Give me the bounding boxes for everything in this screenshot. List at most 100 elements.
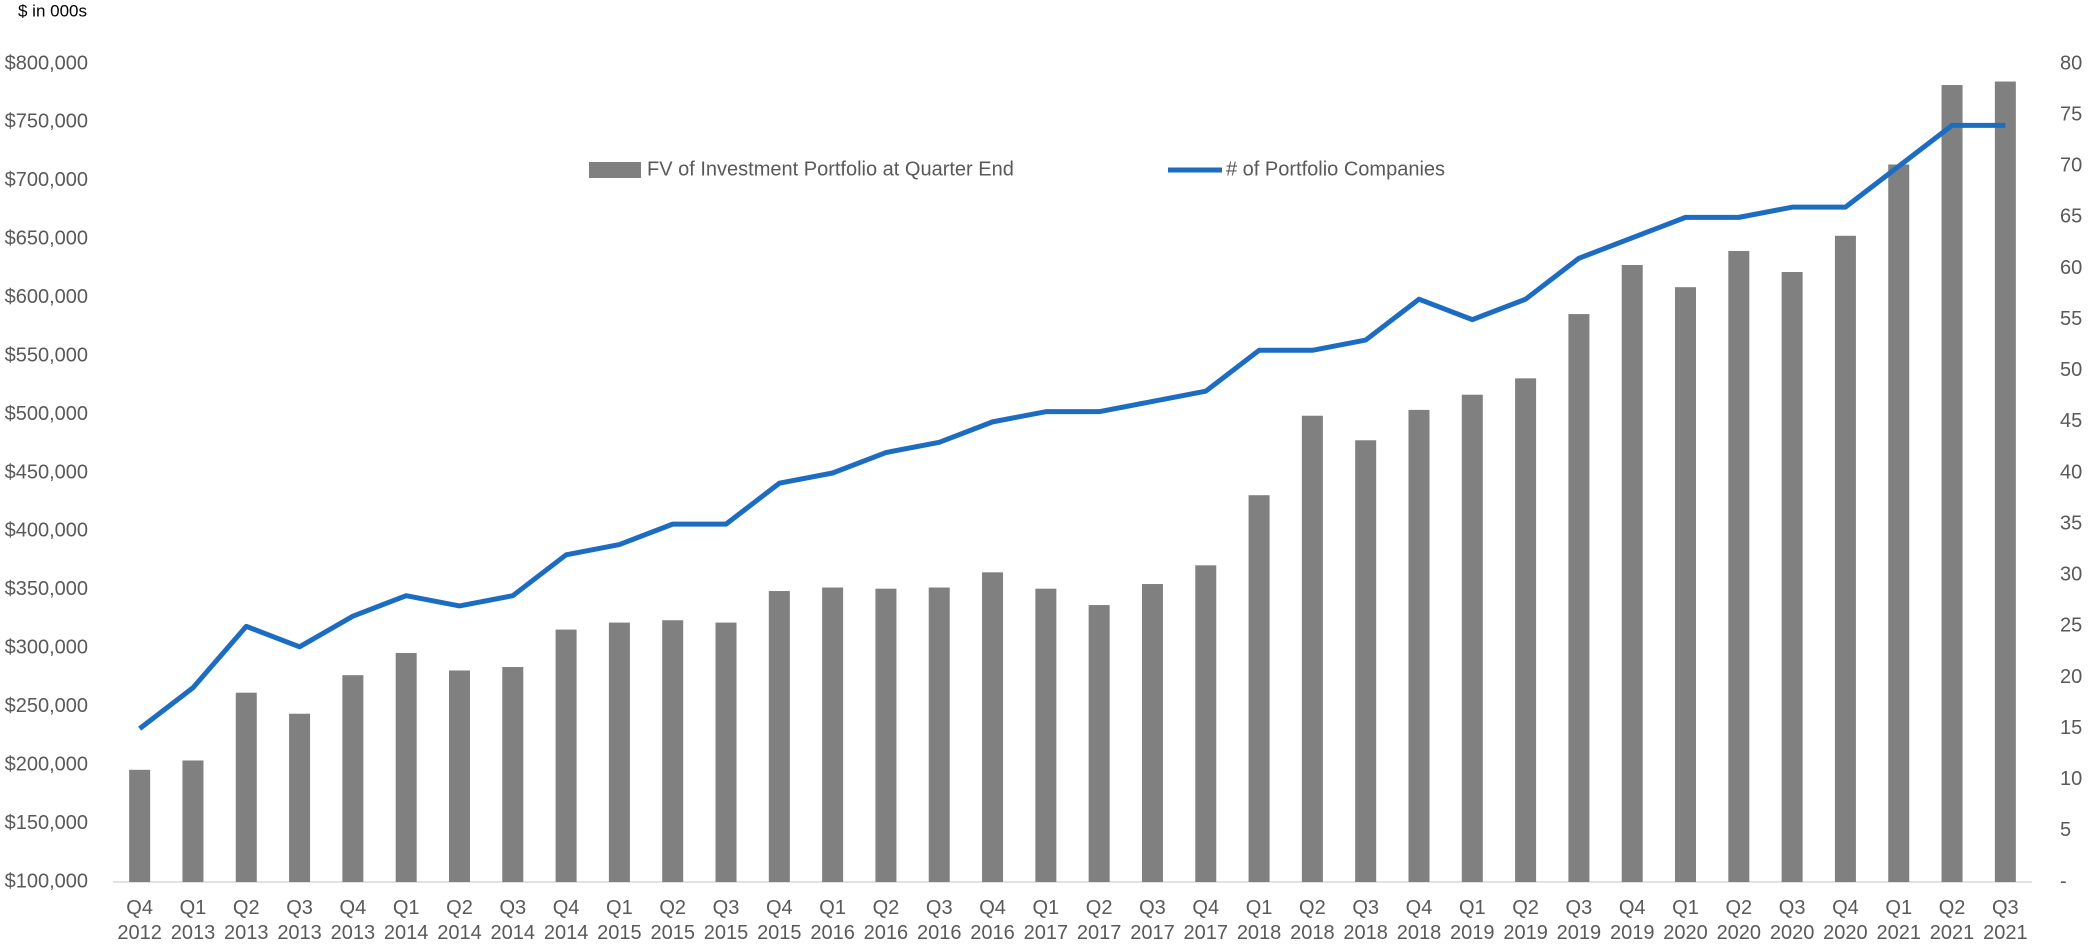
bar bbox=[182, 760, 204, 882]
bar bbox=[1035, 588, 1057, 882]
x-tick-label-line: Q2 bbox=[1939, 897, 1966, 919]
y2-tick-label: 60 bbox=[2060, 257, 2082, 279]
x-tick-label-line: 2017 bbox=[1077, 922, 1122, 944]
x-tick-label-line: Q4 bbox=[553, 897, 580, 919]
x-tick-label-line: Q1 bbox=[1246, 897, 1273, 919]
x-tick-label-line: Q4 bbox=[1832, 897, 1859, 919]
x-tick-label-line: Q3 bbox=[286, 897, 313, 919]
x-tick-label-line: 2014 bbox=[384, 922, 429, 944]
x-tick-label-line: Q2 bbox=[1299, 897, 1326, 919]
x-tick-label-line: 2019 bbox=[1610, 922, 1655, 944]
y2-tick-label: 25 bbox=[2060, 615, 2082, 637]
bar bbox=[1888, 164, 1910, 883]
legend-label: FV of Investment Portfolio at Quarter En… bbox=[647, 158, 1014, 180]
y-tick-label: $300,000 bbox=[5, 637, 88, 659]
bar bbox=[1994, 81, 2016, 883]
bar bbox=[1621, 264, 1643, 883]
bar bbox=[822, 587, 844, 882]
y-tick-label: $650,000 bbox=[5, 228, 88, 250]
bar bbox=[1355, 440, 1377, 882]
bar bbox=[1461, 394, 1483, 882]
bar bbox=[1195, 565, 1217, 882]
x-tick-label: Q2 2015 bbox=[650, 897, 695, 944]
x-tick-label-line: Q2 bbox=[873, 897, 900, 919]
bar bbox=[555, 629, 577, 882]
y-tick-label: $150,000 bbox=[5, 812, 88, 834]
x-tick-label-line: Q3 bbox=[1566, 897, 1593, 919]
bar bbox=[1781, 272, 1803, 882]
x-tick-label: Q4 2013 bbox=[331, 897, 376, 944]
y2-tick-label: 30 bbox=[2060, 564, 2082, 586]
x-tick-label-line: Q1 bbox=[180, 897, 207, 919]
x-tick-label-line: Q2 bbox=[659, 897, 686, 919]
y-tick-label: $800,000 bbox=[5, 52, 88, 74]
bar bbox=[1568, 314, 1590, 882]
x-tick-label: Q1 2016 bbox=[810, 897, 855, 944]
y-tick-label: $550,000 bbox=[5, 344, 88, 366]
bar bbox=[608, 622, 630, 882]
y-tick-label: $450,000 bbox=[5, 461, 88, 483]
x-tick-label: Q2 2017 bbox=[1077, 897, 1122, 944]
x-tick-label-line: 2018 bbox=[1397, 922, 1442, 944]
x-tick-label: Q4 2014 bbox=[544, 897, 589, 944]
x-tick-label: Q4 2015 bbox=[757, 897, 802, 944]
x-tick-label: Q2 2019 bbox=[1503, 897, 1548, 944]
y2-tick-label: 50 bbox=[2060, 359, 2082, 381]
x-tick-label-line: Q1 bbox=[606, 897, 633, 919]
y-tick-label: $500,000 bbox=[5, 403, 88, 425]
bar bbox=[662, 620, 684, 882]
legend-swatch bbox=[589, 162, 641, 178]
x-tick-label: Q2 2020 bbox=[1717, 897, 1762, 944]
bar bbox=[1141, 584, 1163, 882]
bar bbox=[768, 591, 790, 882]
y-tick-label: $100,000 bbox=[5, 870, 88, 892]
bar bbox=[1728, 250, 1750, 882]
x-tick-label-line: Q1 bbox=[1033, 897, 1060, 919]
x-tick-label-line: 2021 bbox=[1930, 922, 1975, 944]
y2-tick-label: 10 bbox=[2060, 768, 2082, 790]
x-tick-label-line: Q4 bbox=[340, 897, 367, 919]
bar bbox=[1088, 605, 1110, 882]
x-tick-label-line: Q3 bbox=[1352, 897, 1379, 919]
x-tick-label-line: 2014 bbox=[544, 922, 589, 944]
x-tick-label: Q1 2017 bbox=[1024, 897, 1069, 944]
x-tick-label-line: Q4 bbox=[1619, 897, 1646, 919]
x-tick-label: Q3 2013 bbox=[277, 897, 322, 944]
bar bbox=[1941, 85, 1963, 882]
line bbox=[138, 122, 2006, 731]
x-tick-label: Q1 2015 bbox=[597, 897, 642, 944]
x-tick-label: Q1 2018 bbox=[1237, 897, 1282, 944]
x-tick-label-line: Q2 bbox=[1512, 897, 1539, 919]
unit-label: $ in 000s bbox=[18, 1, 87, 20]
x-tick-label-line: Q4 bbox=[1406, 897, 1433, 919]
x-tick-label-line: 2014 bbox=[437, 922, 482, 944]
x-tick-label-line: Q1 bbox=[1459, 897, 1486, 919]
y2-tick-label: 55 bbox=[2060, 308, 2082, 330]
x-tick-label-line: Q1 bbox=[1885, 897, 1912, 919]
x-tick-label-line: 2019 bbox=[1557, 922, 1602, 944]
x-tick-label-line: Q4 bbox=[766, 897, 793, 919]
x-tick-label-line: Q3 bbox=[1139, 897, 1166, 919]
x-tick-label: Q1 2021 bbox=[1876, 897, 1921, 944]
bar bbox=[448, 670, 470, 882]
x-tick-label-line: 2017 bbox=[1130, 922, 1175, 944]
y2-tick-label: 75 bbox=[2060, 103, 2082, 125]
x-tick-label: Q1 2013 bbox=[171, 897, 216, 944]
x-tick-label-line: 2016 bbox=[970, 922, 1015, 944]
x-tick-label-line: Q3 bbox=[1779, 897, 1806, 919]
bar bbox=[875, 588, 897, 882]
x-tick-label-line: 2015 bbox=[757, 922, 802, 944]
bar bbox=[289, 713, 311, 882]
bar bbox=[1515, 378, 1537, 882]
bar bbox=[1408, 409, 1430, 882]
x-tick-label: Q2 2013 bbox=[224, 897, 269, 944]
x-tick-label-line: Q2 bbox=[446, 897, 473, 919]
x-tick-label: Q2 2021 bbox=[1930, 897, 1975, 944]
x-tick-label-line: 2015 bbox=[704, 922, 749, 944]
x-tick-label-line: 2018 bbox=[1237, 922, 1282, 944]
x-tick-label-line: 2016 bbox=[864, 922, 909, 944]
y-tick-label: $600,000 bbox=[5, 286, 88, 308]
x-tick-label-line: 2016 bbox=[810, 922, 855, 944]
